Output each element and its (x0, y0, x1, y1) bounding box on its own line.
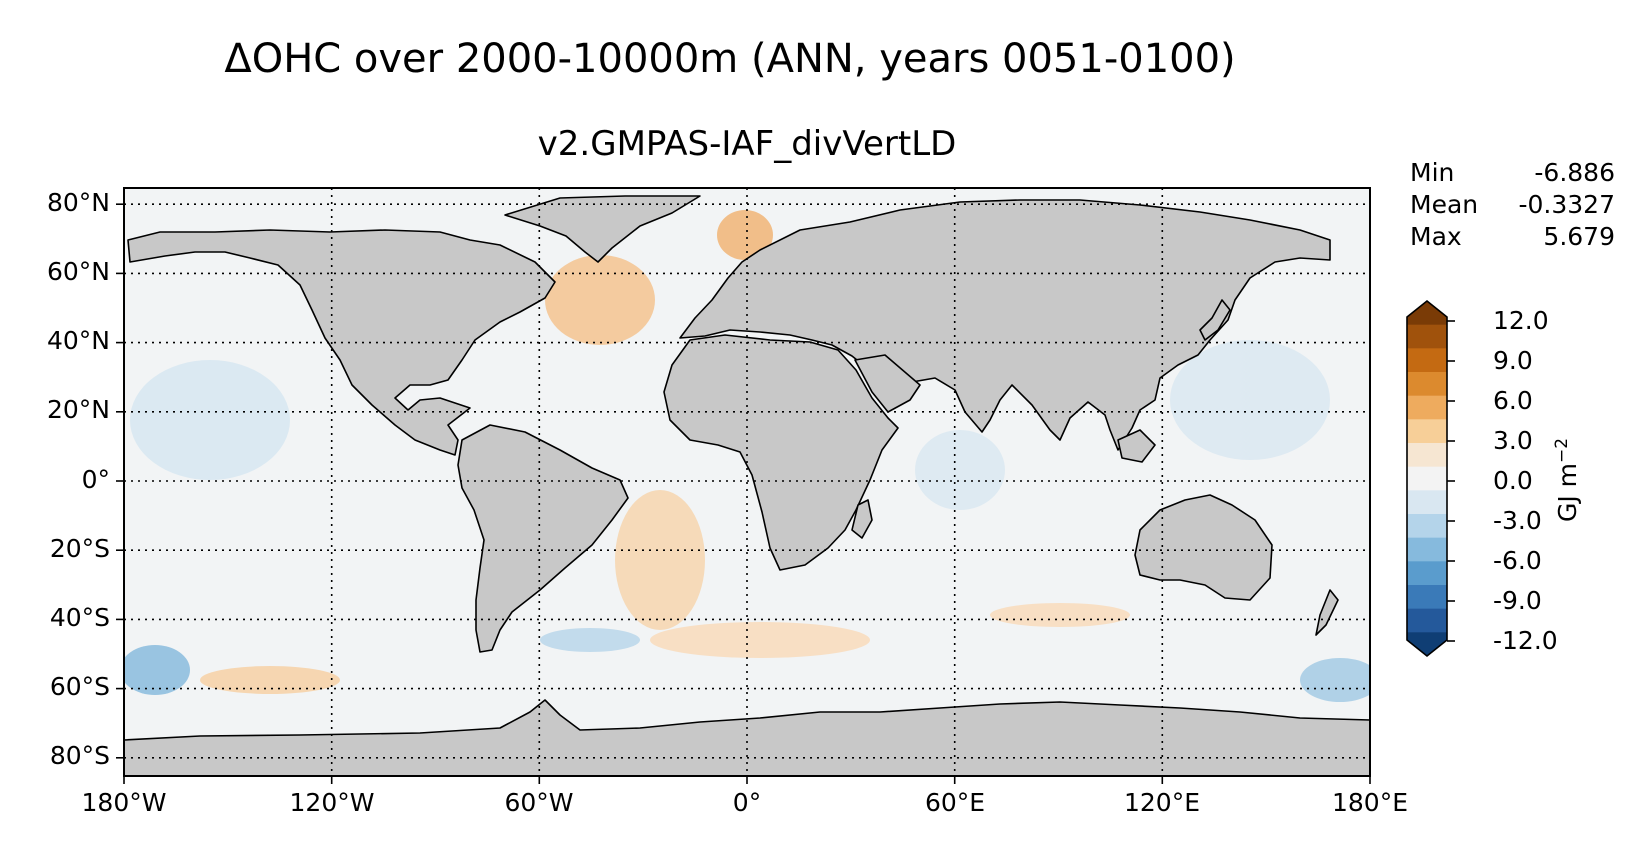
colorbar-outline (1406, 299, 1448, 658)
colorbar-band (1407, 490, 1447, 515)
anomaly-indian (915, 430, 1005, 510)
anomaly-west-pacific (1170, 340, 1330, 460)
lat-label: 20°N (46, 395, 110, 424)
colorbar-ticks (1447, 320, 1455, 642)
land-antarctica (124, 699, 1370, 776)
stat-min-label: Min (1410, 158, 1455, 187)
anomaly-drake (540, 628, 640, 652)
stat-min-value: -6.886 (1534, 158, 1615, 187)
land-borneo (1117, 429, 1156, 463)
lon-label: 120°E (1123, 788, 1200, 817)
land-new-zealand (1315, 589, 1339, 636)
anomaly-se-indian (1300, 658, 1370, 702)
axis-ticks (116, 203, 1371, 784)
colorbar-tick-label: -3.0 (1493, 506, 1542, 535)
colorbar-band (1407, 561, 1447, 586)
anomaly-north-atlantic (545, 255, 655, 345)
stat-mean-label: Mean (1410, 190, 1479, 219)
colorbar-band (1407, 608, 1447, 633)
anomaly-south-pacific (200, 666, 340, 694)
anomaly-east-pacific (130, 360, 290, 480)
land-greenland (504, 195, 701, 263)
land-south-america (457, 424, 629, 653)
land-australia (1134, 494, 1273, 601)
colorbar-tick-label: 9.0 (1493, 346, 1533, 375)
land-japan (1199, 299, 1231, 341)
anomaly-indian-south (990, 603, 1130, 627)
colorbar-tick-label: 0.0 (1493, 466, 1533, 495)
colorbar-band (1407, 348, 1447, 373)
colorbar-band (1407, 537, 1447, 562)
colorbar-tick-label: 6.0 (1493, 386, 1533, 415)
anomaly-southern-ocean (650, 622, 870, 658)
lon-label: 0° (732, 788, 762, 817)
colorbar (1407, 301, 1447, 656)
colorbar-tick-label: -12.0 (1493, 626, 1558, 655)
stat-max-label: Max (1410, 222, 1462, 251)
lon-label: 60°E (924, 788, 986, 817)
colorbar-band (1407, 514, 1447, 539)
anomaly-nordic-seas (717, 210, 773, 260)
anomaly-sw-pacific (124, 645, 190, 695)
lat-label: 40°S (49, 603, 110, 632)
gridlines (124, 188, 1370, 776)
figure-title: ΔOHC over 2000-10000m (ANN, years 0051-0… (224, 36, 1236, 82)
colorbar-band (1407, 466, 1447, 491)
colorbar-tick-label: -9.0 (1493, 586, 1542, 615)
land-arabia (854, 354, 921, 413)
map-frame (123, 187, 1371, 777)
lon-label: 180°W (81, 788, 167, 817)
lat-label: 60°S (49, 672, 110, 701)
colorbar-band (1407, 372, 1447, 397)
lat-label: 40°N (46, 326, 110, 355)
lat-label: 20°S (49, 534, 110, 563)
colorbar-band (1407, 443, 1447, 468)
stat-mean-value: -0.3327 (1518, 190, 1616, 219)
land-madagascar (851, 499, 873, 539)
colorbar-tick-label: -6.0 (1493, 546, 1542, 575)
lat-label: 80°N (46, 188, 110, 217)
colorbar-tick-label: 3.0 (1493, 426, 1533, 455)
lat-label: 0° (81, 465, 110, 494)
colorbar-band (1407, 585, 1447, 610)
colorbar-tick-label: 12.0 (1493, 306, 1549, 335)
anomaly-south-atlantic (615, 490, 705, 630)
anomaly-field (124, 210, 1370, 702)
colorbar-band (1407, 324, 1447, 349)
lat-label: 80°S (49, 741, 110, 770)
colorbar-units: GJ m−2 (1551, 437, 1583, 523)
land-africa (663, 334, 899, 571)
lon-label: 180°E (1331, 788, 1408, 817)
colorbar-band (1407, 395, 1447, 420)
map-subtitle: v2.GMPAS-IAF_divVertLD (537, 124, 957, 164)
lon-label: 120°W (289, 788, 375, 817)
stat-max-value: 5.679 (1543, 222, 1615, 251)
colorbar-band (1407, 419, 1447, 444)
lon-label: 60°W (504, 788, 574, 817)
lat-label: 60°N (46, 257, 110, 286)
